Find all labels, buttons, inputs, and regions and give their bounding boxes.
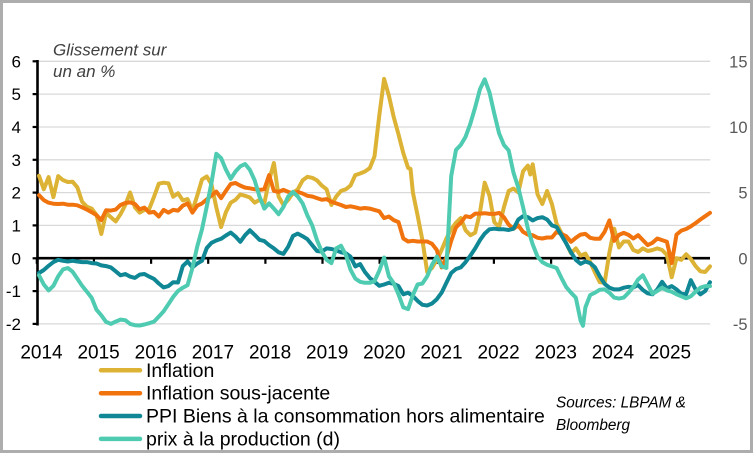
svg-text:2014: 2014 xyxy=(20,343,63,364)
svg-text:5: 5 xyxy=(12,85,21,104)
svg-text:Bloomberg: Bloomberg xyxy=(556,417,630,434)
svg-text:PPI Biens à la consommation ho: PPI Biens à la consommation hors aliment… xyxy=(146,406,545,428)
svg-text:prix à la production (d): prix à la production (d) xyxy=(146,428,340,450)
svg-text:2017: 2017 xyxy=(192,343,234,364)
svg-text:2021: 2021 xyxy=(420,343,462,364)
svg-text:un an %: un an % xyxy=(53,62,115,81)
svg-text:0: 0 xyxy=(738,250,747,268)
svg-text:6: 6 xyxy=(12,52,21,71)
svg-text:2024: 2024 xyxy=(592,343,635,364)
svg-text:2023: 2023 xyxy=(535,343,577,364)
svg-text:2019: 2019 xyxy=(306,343,348,364)
svg-text:4: 4 xyxy=(12,118,21,137)
svg-text:10: 10 xyxy=(729,119,747,137)
svg-text:2020: 2020 xyxy=(363,343,405,364)
svg-text:-2: -2 xyxy=(6,315,21,334)
svg-text:0: 0 xyxy=(12,249,21,268)
svg-text:-1: -1 xyxy=(6,282,21,301)
svg-text:3: 3 xyxy=(12,151,21,170)
svg-text:Inflation sous-jacente: Inflation sous-jacente xyxy=(146,383,330,405)
svg-text:15: 15 xyxy=(729,53,747,71)
svg-text:2022: 2022 xyxy=(477,343,519,364)
svg-text:1: 1 xyxy=(12,216,21,235)
svg-text:Inflation: Inflation xyxy=(146,360,214,382)
svg-text:2015: 2015 xyxy=(77,343,119,364)
svg-text:Glissement sur: Glissement sur xyxy=(53,41,168,60)
svg-text:5: 5 xyxy=(738,185,747,203)
svg-text:Sources: LBPAM &: Sources: LBPAM & xyxy=(556,395,686,412)
svg-text:2018: 2018 xyxy=(249,343,291,364)
svg-text:2: 2 xyxy=(12,184,21,203)
svg-text:-5: -5 xyxy=(733,316,748,334)
svg-text:2016: 2016 xyxy=(135,343,177,364)
svg-text:2025: 2025 xyxy=(649,343,691,364)
